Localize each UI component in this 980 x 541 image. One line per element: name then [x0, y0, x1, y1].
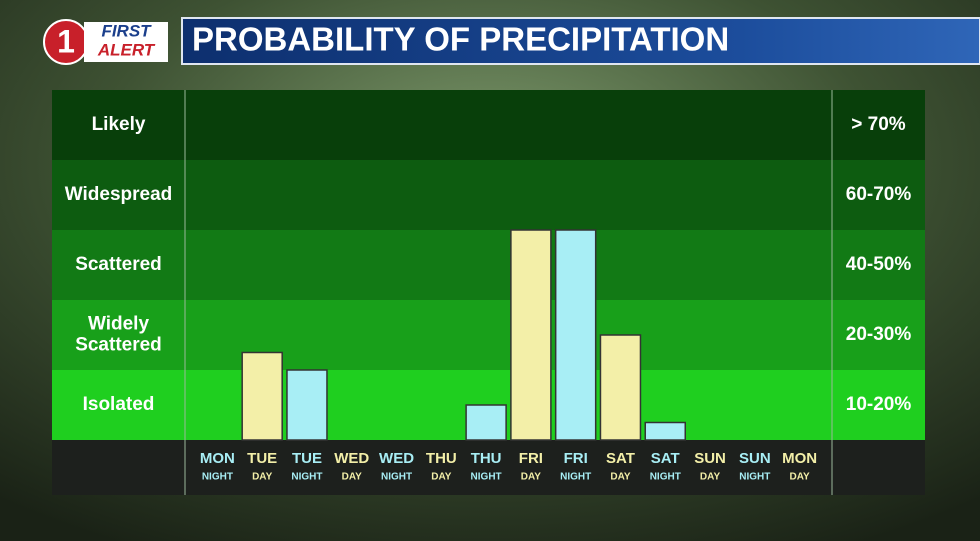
x-tick-period: DAY	[252, 472, 273, 483]
x-tick-day: MON	[200, 450, 235, 467]
x-tick-period: DAY	[342, 472, 363, 483]
bar	[241, 351, 283, 441]
x-tick-day: WED	[334, 450, 369, 467]
x-tick-period: NIGHT	[202, 472, 233, 483]
x-tick-period: DAY	[521, 472, 542, 483]
x-tick-day: THU	[471, 450, 502, 467]
band-range: 20-30%	[846, 324, 912, 345]
band	[52, 300, 925, 370]
title: PROBABILITY OF PRECIPITATION	[192, 21, 729, 58]
x-tick-period: DAY	[431, 472, 452, 483]
x-tick-day: SAT	[651, 450, 680, 467]
band-name: Scattered	[75, 254, 162, 275]
bar	[465, 404, 507, 441]
bar	[599, 334, 642, 441]
x-tick-day: FRI	[519, 450, 543, 467]
bar	[554, 229, 597, 441]
logo-plate	[84, 22, 168, 62]
x-tick-period: NIGHT	[381, 472, 412, 483]
x-tick-day: THU	[426, 450, 457, 467]
x-tick-period: DAY	[700, 472, 721, 483]
band	[52, 230, 925, 300]
band	[52, 160, 925, 230]
footer-strip	[52, 440, 925, 495]
x-tick-day: WED	[379, 450, 414, 467]
x-tick-day: MON	[782, 450, 817, 467]
logo-line1: FIRST	[101, 21, 152, 40]
band-range: 60-70%	[846, 184, 912, 205]
x-tick-day: SUN	[694, 450, 726, 467]
x-tick-period: NIGHT	[471, 472, 502, 483]
x-tick-day: TUE	[247, 450, 277, 467]
x-tick-period: NIGHT	[291, 472, 322, 483]
x-tick-period: DAY	[790, 472, 811, 483]
x-tick-day: TUE	[292, 450, 322, 467]
logo-line2: ALERT	[97, 40, 156, 59]
x-tick-period: NIGHT	[650, 472, 681, 483]
x-tick-period: NIGHT	[560, 472, 591, 483]
bar	[644, 421, 686, 441]
x-tick-day: SAT	[606, 450, 635, 467]
logo-number: 1	[57, 23, 75, 59]
band-range: 10-20%	[846, 394, 912, 415]
x-tick-period: DAY	[610, 472, 631, 483]
band-name: Widespread	[65, 184, 173, 205]
bar	[286, 369, 328, 441]
x-tick-day: SUN	[739, 450, 771, 467]
band-range: > 70%	[851, 114, 906, 135]
bar	[510, 229, 552, 441]
band-range: 40-50%	[846, 254, 912, 275]
x-tick-period: NIGHT	[739, 472, 770, 483]
title-bar	[181, 17, 980, 65]
band	[52, 90, 925, 160]
band-name: Widely	[88, 314, 149, 335]
band-name: Likely	[92, 114, 146, 135]
band-name: Scattered	[75, 335, 162, 356]
band-name: Isolated	[83, 394, 155, 415]
x-tick-day: FRI	[564, 450, 588, 467]
